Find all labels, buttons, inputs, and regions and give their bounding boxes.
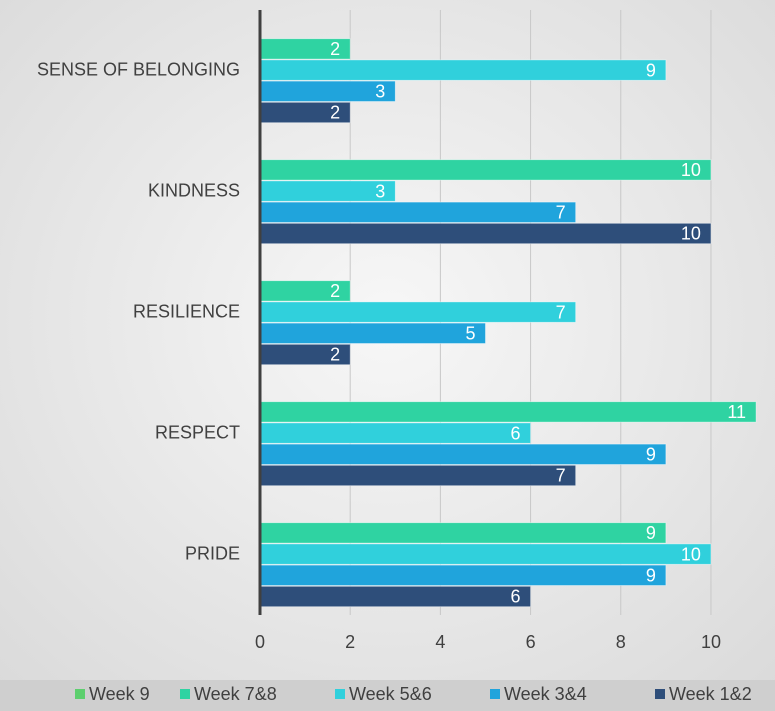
bar [259,59,667,81]
legend-swatch [180,689,190,699]
value-label: 2 [330,39,340,59]
bar [259,543,712,565]
bar [259,301,577,323]
bar [259,401,757,423]
value-label: 11 [727,402,746,422]
x-tick-label: 0 [255,632,265,652]
bar [259,159,712,181]
value-label: 7 [556,202,566,222]
y-tick-label: PRIDE [185,543,240,563]
x-tick-label: 4 [435,632,445,652]
value-label: 3 [375,181,385,201]
legend-label: Week 7&8 [194,684,277,704]
legend-band [0,680,775,711]
bar [259,585,531,608]
value-label: 2 [330,281,340,301]
value-label: 9 [646,565,656,585]
bar [259,201,577,223]
value-label: 9 [646,60,656,80]
value-label: 6 [511,587,521,607]
y-tick-label: RESILIENCE [133,301,240,321]
legend-swatch [335,689,345,699]
x-tick-label: 8 [616,632,626,652]
value-label: 2 [330,345,340,365]
bar [259,564,667,586]
y-tick-label: SENSE OF BELONGING [37,59,240,79]
y-tick-label: KINDNESS [148,180,240,200]
value-label: 5 [465,323,475,343]
value-label: 7 [556,466,566,486]
value-label: 6 [511,423,521,443]
x-tick-label: 6 [526,632,536,652]
legend-label: Week 9 [89,684,150,704]
bar [259,464,577,487]
bar [259,522,667,544]
value-label: 9 [646,444,656,464]
legend-label: Week 3&4 [504,684,587,704]
legend-label: Week 5&6 [349,684,432,704]
bar [259,422,531,444]
x-tick-label: 2 [345,632,355,652]
value-label: 7 [556,302,566,322]
legend-swatch [490,689,500,699]
legend-label: Week 1&2 [669,684,752,704]
legend-swatch [75,689,85,699]
bar [259,443,667,465]
value-label: 9 [646,523,656,543]
bar [259,222,712,245]
x-tick-label: 10 [701,632,721,652]
legend-swatch [655,689,665,699]
bar [259,322,486,344]
value-label: 10 [681,160,701,180]
y-tick-label: RESPECT [155,422,240,442]
value-label: 10 [681,544,701,564]
value-label: 10 [681,224,701,244]
value-label: 3 [375,81,385,101]
value-label: 2 [330,103,340,123]
